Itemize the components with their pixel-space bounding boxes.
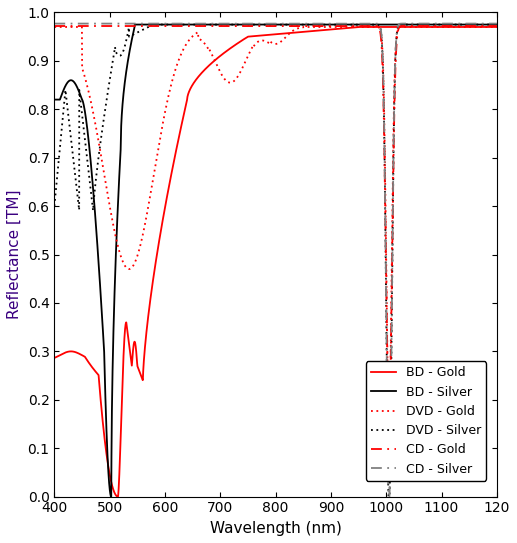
DVD - Gold [241,62,247,68]
DVD - Gold [373,24,379,30]
CD - Silver [262,20,268,27]
BD - Gold [494,24,500,30]
CD - Silver [494,20,500,27]
CD - Silver [458,20,464,27]
BD - Silver [108,494,114,500]
CD - Silver [237,20,244,27]
DVD - Silver [262,21,268,28]
DVD - Silver [373,21,379,28]
CD - Gold [51,23,57,29]
BD - Gold [241,36,247,42]
Line: DVD - Gold: DVD - Gold [54,27,497,419]
CD - Gold [241,23,247,29]
DVD - Silver [51,203,57,210]
Line: CD - Silver: CD - Silver [54,23,497,497]
BD - Gold [115,494,121,500]
BD - Silver [262,21,268,28]
DVD - Gold [262,37,268,44]
BD - Gold [237,38,244,45]
Y-axis label: Reflectance [TM]: Reflectance [TM] [7,190,22,319]
X-axis label: Wavelength (nm): Wavelength (nm) [210,521,342,536]
DVD - Gold [51,24,57,30]
DVD - Silver [145,21,151,28]
BD - Gold [373,24,379,30]
CD - Silver [386,494,392,500]
BD - Gold [480,24,486,30]
DVD - Gold [458,24,464,30]
Legend: BD - Gold, BD - Silver, DVD - Gold, DVD - Silver, CD - Gold, CD - Silver: BD - Gold, BD - Silver, DVD - Gold, DVD … [366,362,486,481]
BD - Silver [51,96,57,103]
BD - Silver [494,21,500,28]
DVD - Silver [241,21,247,28]
CD - Silver [480,20,486,27]
BD - Gold [51,355,57,361]
CD - Gold [494,23,500,29]
DVD - Silver [459,21,465,28]
DVD - Silver [494,21,500,28]
CD - Gold [262,23,268,29]
DVD - Silver [480,21,486,28]
CD - Gold [386,415,392,421]
CD - Gold [480,23,486,29]
DVD - Gold [480,24,486,30]
Line: DVD - Silver: DVD - Silver [54,24,497,497]
CD - Gold [237,23,244,29]
BD - Silver [480,21,486,28]
CD - Silver [373,20,379,27]
Line: BD - Gold: BD - Gold [54,27,497,497]
BD - Gold [262,32,268,39]
CD - Gold [373,23,379,29]
DVD - Gold [386,416,392,422]
BD - Gold [356,24,362,30]
CD - Silver [51,20,57,27]
DVD - Silver [237,21,244,28]
DVD - Gold [237,69,244,75]
BD - Silver [237,21,244,28]
BD - Silver [131,21,138,28]
BD - Silver [459,21,465,28]
BD - Gold [459,24,465,30]
DVD - Silver [386,494,392,500]
DVD - Gold [494,24,500,30]
Line: BD - Silver: BD - Silver [54,24,497,497]
CD - Silver [241,20,247,27]
BD - Silver [373,21,379,28]
BD - Silver [241,21,247,28]
CD - Gold [458,23,464,29]
Line: CD - Gold: CD - Gold [54,26,497,418]
